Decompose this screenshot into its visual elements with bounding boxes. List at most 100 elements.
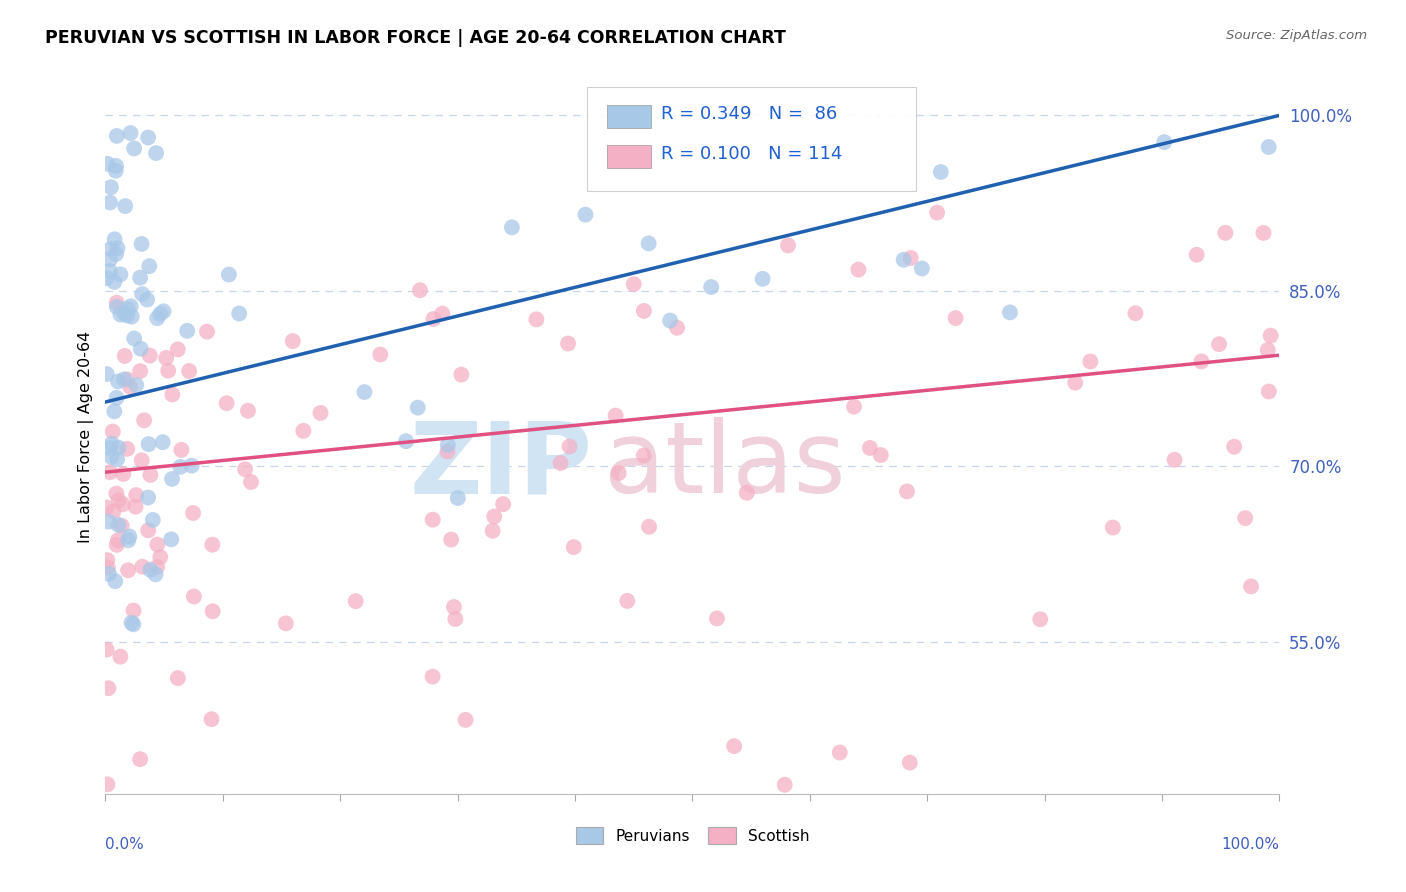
Point bbox=[103, 275, 125, 289]
Point bbox=[125, 378, 148, 392]
Point bbox=[896, 484, 918, 499]
Point bbox=[167, 671, 190, 685]
Point bbox=[1208, 337, 1230, 351]
Point bbox=[105, 300, 128, 314]
Point bbox=[142, 513, 165, 527]
Point bbox=[115, 442, 138, 456]
Point bbox=[107, 375, 129, 389]
Point bbox=[1234, 511, 1257, 525]
Point bbox=[1257, 140, 1279, 154]
Point bbox=[558, 440, 581, 454]
Point bbox=[911, 261, 934, 276]
Point bbox=[104, 163, 127, 178]
Point bbox=[105, 538, 128, 552]
Point bbox=[233, 462, 256, 476]
Point bbox=[406, 401, 429, 415]
Point bbox=[98, 264, 121, 278]
Point bbox=[96, 271, 118, 285]
Point bbox=[98, 252, 121, 267]
Point bbox=[454, 713, 477, 727]
Point bbox=[501, 220, 523, 235]
Point bbox=[152, 435, 174, 450]
Point bbox=[842, 400, 865, 414]
Point bbox=[97, 515, 120, 529]
Point bbox=[115, 309, 138, 323]
Point bbox=[104, 232, 127, 246]
Point bbox=[440, 533, 463, 547]
Point bbox=[117, 563, 139, 577]
Point bbox=[105, 159, 128, 173]
Point bbox=[157, 364, 180, 378]
Point bbox=[139, 563, 162, 577]
Point bbox=[96, 367, 118, 381]
Point bbox=[1163, 452, 1185, 467]
Point bbox=[111, 518, 134, 533]
Point bbox=[1125, 306, 1147, 320]
Point bbox=[125, 488, 148, 502]
Point bbox=[120, 299, 142, 313]
Point bbox=[107, 533, 129, 548]
Point bbox=[136, 491, 159, 505]
Point bbox=[97, 560, 120, 574]
Point bbox=[160, 472, 183, 486]
Point bbox=[848, 262, 870, 277]
Point bbox=[1029, 612, 1052, 626]
Point bbox=[134, 413, 156, 427]
Point bbox=[139, 349, 162, 363]
Point bbox=[131, 559, 153, 574]
Point bbox=[118, 529, 141, 543]
Text: PERUVIAN VS SCOTTISH IN LABOR FORCE | AGE 20-64 CORRELATION CHART: PERUVIAN VS SCOTTISH IN LABOR FORCE | AG… bbox=[45, 29, 786, 47]
Point bbox=[103, 504, 125, 518]
Point bbox=[432, 307, 454, 321]
Point bbox=[422, 513, 444, 527]
Point bbox=[166, 343, 188, 357]
Point bbox=[443, 599, 465, 614]
Point bbox=[215, 396, 238, 410]
Point bbox=[638, 520, 661, 534]
Point bbox=[122, 141, 145, 155]
Point bbox=[103, 404, 125, 418]
Point bbox=[481, 524, 503, 538]
Point bbox=[169, 459, 191, 474]
Point bbox=[1215, 226, 1237, 240]
Point bbox=[100, 242, 122, 256]
Point bbox=[117, 301, 139, 316]
Point bbox=[623, 277, 645, 292]
Point bbox=[218, 268, 240, 282]
Point bbox=[105, 452, 128, 467]
Point bbox=[98, 441, 121, 455]
Point bbox=[444, 612, 467, 626]
Point bbox=[201, 538, 224, 552]
Point bbox=[98, 566, 121, 581]
Text: 0.0%: 0.0% bbox=[105, 837, 145, 852]
Text: R = 0.100   N = 114: R = 0.100 N = 114 bbox=[661, 145, 842, 162]
Point bbox=[138, 259, 160, 273]
Point bbox=[98, 195, 121, 210]
Point bbox=[110, 308, 132, 322]
Point bbox=[422, 670, 444, 684]
Point bbox=[105, 295, 128, 310]
Point bbox=[450, 368, 472, 382]
Legend: Peruvians, Scottish: Peruvians, Scottish bbox=[569, 821, 815, 850]
Text: 100.0%: 100.0% bbox=[1222, 837, 1279, 852]
Point bbox=[898, 756, 921, 770]
Point bbox=[129, 342, 152, 356]
Point bbox=[129, 752, 152, 766]
Point bbox=[121, 310, 143, 324]
Point bbox=[637, 236, 659, 251]
Point bbox=[776, 238, 799, 252]
Point bbox=[97, 681, 120, 696]
Point bbox=[200, 712, 222, 726]
Point bbox=[723, 739, 745, 754]
Point bbox=[131, 236, 153, 251]
Point bbox=[145, 567, 167, 582]
Point bbox=[100, 436, 122, 450]
Point bbox=[929, 165, 952, 179]
Point bbox=[122, 603, 145, 617]
Point bbox=[96, 500, 118, 515]
Point bbox=[122, 617, 145, 632]
Point bbox=[482, 509, 505, 524]
Point bbox=[1223, 440, 1246, 454]
Point bbox=[447, 491, 470, 505]
Point bbox=[492, 497, 515, 511]
